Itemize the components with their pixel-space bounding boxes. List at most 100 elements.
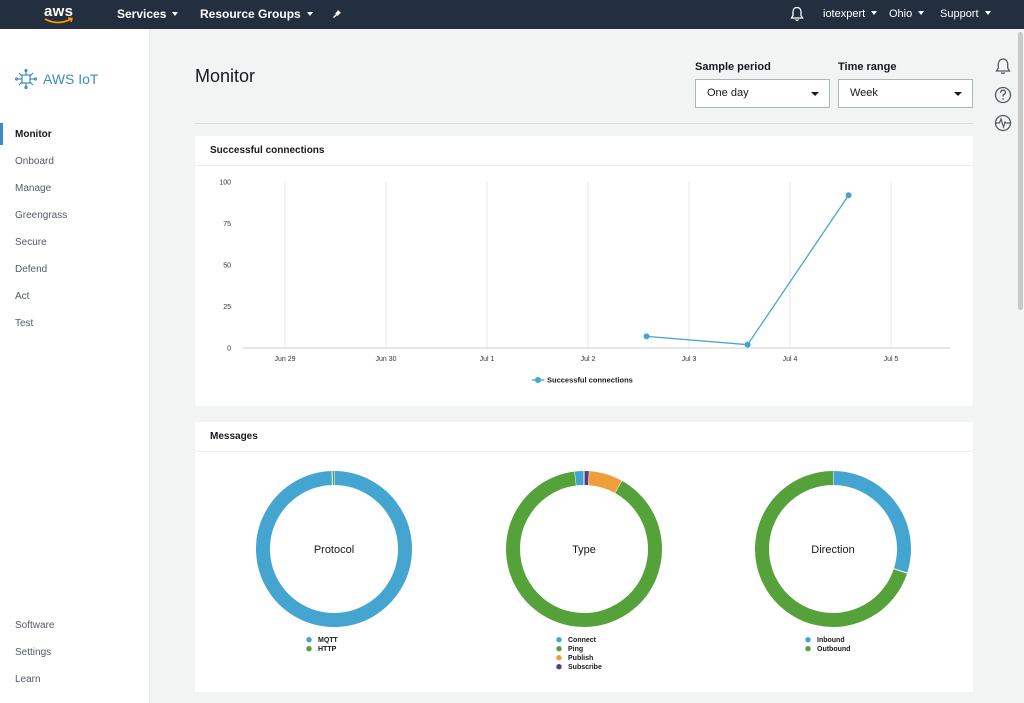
sidebar-item-monitor[interactable]: Monitor — [15, 129, 52, 140]
services-label: Services — [117, 7, 167, 21]
services-menu[interactable]: Services — [117, 0, 179, 29]
data-point — [845, 192, 852, 199]
activity-pulse-icon[interactable] — [994, 114, 1012, 132]
slice-separator — [893, 568, 908, 574]
chevron-down-icon — [954, 92, 962, 96]
sample-period-value: One day — [707, 87, 749, 99]
time-range-value: Week — [850, 87, 878, 99]
legend-label: Outbound — [817, 646, 850, 653]
support-label: Support — [940, 8, 979, 20]
scrollbar[interactable] — [1018, 32, 1023, 310]
legend-label: MQTT — [318, 637, 339, 644]
y-tick-label: 75 — [223, 221, 231, 228]
notifications-bell-icon[interactable] — [790, 6, 804, 22]
sidebar-item-learn[interactable]: Learn — [15, 674, 41, 685]
donut-slice — [506, 471, 662, 627]
donut-slice — [587, 471, 622, 494]
chevron-down-icon — [984, 11, 991, 16]
header-divider — [195, 123, 973, 124]
region-menu[interactable]: Ohio — [889, 0, 925, 29]
x-tick-label: Jul 2 — [581, 356, 596, 363]
sample-period-select[interactable]: One day — [695, 79, 830, 108]
sidebar-item-greengrass[interactable]: Greengrass — [15, 210, 68, 221]
x-tick-label: Jul 3 — [682, 356, 697, 363]
sidebar-item-software[interactable]: Software — [15, 620, 55, 631]
pin-icon[interactable] — [332, 7, 344, 19]
x-tick-label: Jun 29 — [274, 356, 295, 363]
resource-groups-menu[interactable]: Resource Groups — [200, 0, 313, 29]
resource-groups-label: Resource Groups — [200, 7, 301, 21]
x-tick-label: Jul 1 — [480, 356, 495, 363]
messages-charts: Protocol MQTT HTTP Type Connect Ping Publish Su… — [256, 471, 911, 671]
sidebar-item-settings[interactable]: Settings — [15, 647, 52, 658]
x-tick-label: Jul 5 — [884, 356, 899, 363]
data-point — [744, 341, 751, 348]
donut-slice — [755, 471, 908, 627]
y-tick-label: 0 — [227, 346, 231, 353]
y-tick-label: 25 — [223, 304, 231, 311]
series-line — [646, 194, 850, 346]
chevron-down-icon — [172, 11, 179, 16]
successful-connections-panel: Successful connections Jun 29 Jun 30 Jul 1… — [195, 136, 973, 406]
legend-label: Subscribe — [568, 664, 602, 671]
top-navigation: aws Services Resource Groups iotexpert O… — [0, 0, 1024, 29]
legend-label: Inbound — [817, 637, 845, 644]
right-rail — [990, 56, 1016, 141]
slice-separator — [614, 480, 623, 494]
sidebar-item-manage[interactable]: Manage — [15, 183, 52, 194]
chevron-down-icon — [811, 92, 819, 96]
donut-slice — [832, 471, 911, 574]
aws-logo-text: aws — [44, 3, 74, 20]
chevron-down-icon — [306, 11, 313, 16]
donut-title: Type — [572, 544, 596, 556]
legend-marker — [535, 377, 541, 383]
page-title: Monitor — [195, 66, 256, 86]
legend-marker — [556, 637, 562, 643]
x-tick-label: Jun 30 — [375, 356, 396, 363]
chevron-down-icon — [871, 11, 878, 16]
y-tick-label: 50 — [223, 263, 231, 270]
aws-iot-brand[interactable]: AWS IoT — [15, 68, 99, 90]
donut-slice — [574, 471, 585, 486]
legend-label: Successful connections — [547, 376, 633, 385]
legend-label: Connect — [568, 637, 597, 644]
sidebar: AWS IoT Monitor Onboard Manage Greengras… — [0, 29, 150, 703]
legend-marker — [805, 637, 811, 643]
alerts-bell-icon[interactable] — [995, 58, 1011, 75]
time-range-select[interactable]: Week — [838, 79, 973, 108]
region-label: Ohio — [889, 8, 913, 20]
donut-title: Protocol — [314, 544, 354, 556]
successful-connections-title: Successful connections — [195, 136, 973, 166]
aws-smile-icon — [44, 17, 73, 24]
legend-label: HTTP — [318, 646, 337, 653]
account-menu[interactable]: iotexpert — [823, 0, 878, 29]
help-icon[interactable] — [994, 86, 1012, 104]
sidebar-item-onboard[interactable]: Onboard — [15, 156, 54, 167]
chevron-down-icon — [918, 11, 925, 16]
legend-marker — [306, 637, 312, 643]
legend-marker — [556, 646, 562, 652]
x-tick-label: Jul 4 — [783, 356, 798, 363]
donut-title: Direction — [811, 544, 854, 556]
support-menu[interactable]: Support — [940, 0, 991, 29]
sidebar-item-defend[interactable]: Defend — [15, 264, 48, 275]
sample-period-label: Sample period — [695, 61, 771, 73]
legend-label: Ping — [568, 646, 583, 653]
messages-panel: Messages Protocol MQTT HTTP Type Connect Ping… — [195, 422, 973, 692]
aws-iot-logo-icon — [15, 69, 37, 89]
time-range-label: Time range — [838, 61, 897, 73]
donut-slice — [256, 471, 412, 627]
legend-marker — [805, 646, 811, 652]
data-point — [643, 333, 650, 340]
legend-label: Publish — [568, 655, 593, 662]
brand-label: AWS IoT — [43, 71, 99, 87]
legend-marker — [306, 646, 312, 652]
legend-marker — [556, 655, 562, 661]
sidebar-item-act[interactable]: Act — [15, 291, 30, 302]
legend-marker — [556, 664, 562, 670]
successful-connections-chart: Jun 29 Jun 30 Jul 1 Jul 2 Jul 3 Jul 4 Jul 5 0 25… — [219, 180, 950, 385]
sidebar-item-test[interactable]: Test — [15, 318, 34, 329]
aws-logo[interactable]: aws — [44, 3, 78, 25]
sidebar-item-secure[interactable]: Secure — [15, 237, 47, 248]
account-label: iotexpert — [823, 8, 866, 20]
